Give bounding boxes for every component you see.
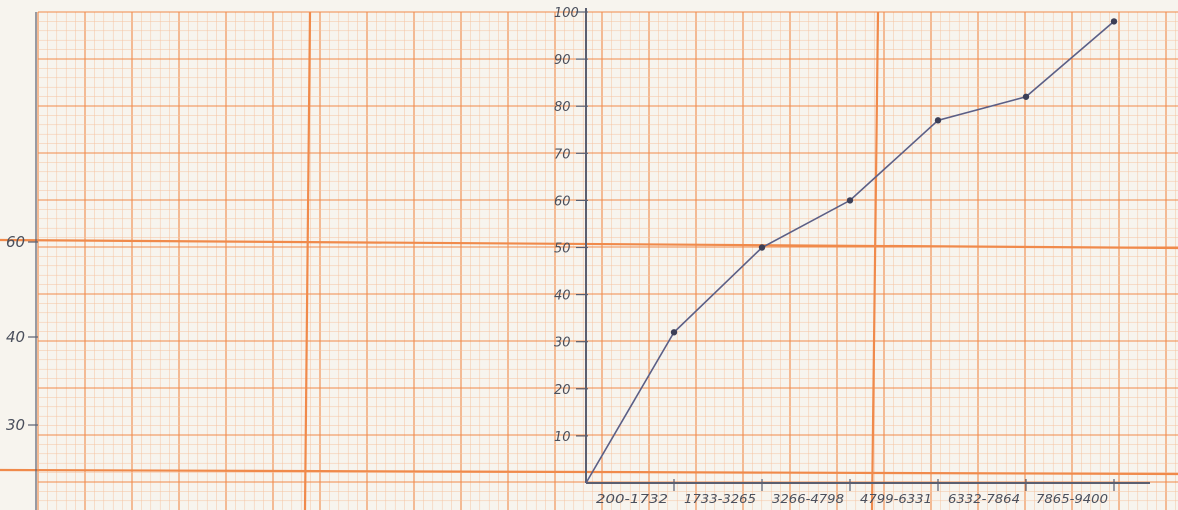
data-point — [1110, 18, 1118, 25]
grid-line-major — [0, 238, 1178, 250]
x-tick-label: 4799-6331 — [860, 492, 932, 506]
data-point — [934, 117, 942, 124]
left-axis-label: 30 — [6, 416, 25, 434]
x-tick-labels: 200-1732 1733-3265 3266-4798 4799-6331 6332-… — [596, 479, 1115, 506]
grid — [0, 11, 1178, 510]
left-axis-label: 60 — [6, 233, 25, 251]
y-tick-label: 20 — [554, 383, 571, 398]
y-tick-label: 10 — [554, 430, 571, 445]
y-tick-label: 40 — [554, 289, 571, 304]
grid-line-major — [0, 468, 1178, 476]
axes — [35, 8, 1150, 510]
grid-line-major — [870, 11, 880, 510]
left-axis-labels: 60 40 30 — [6, 233, 38, 434]
x-tick-label: 7865-9400 — [1036, 492, 1108, 506]
data-point — [846, 197, 854, 204]
left-axis-label: 40 — [6, 328, 25, 346]
grid-line-major — [303, 11, 312, 510]
y-tick-label: 70 — [554, 147, 571, 162]
y-tick-label: 60 — [554, 194, 571, 209]
y-tick-label: 90 — [554, 53, 571, 68]
data-point — [758, 244, 766, 251]
x-tick-label: 3266-4798 — [772, 492, 844, 506]
y-tick-label: 80 — [554, 100, 571, 115]
x-tick-label: 1733-3265 — [684, 492, 756, 506]
y-tick-label: 100 — [554, 6, 579, 21]
data-point — [1022, 93, 1030, 100]
x-tick-label: 200-1732 — [596, 492, 668, 506]
data-point — [670, 329, 678, 336]
y-tick-label: 50 — [554, 242, 571, 257]
y-tick-label: 30 — [554, 336, 571, 351]
x-tick-label: 6332-7864 — [948, 492, 1020, 506]
series — [585, 18, 1118, 484]
y-ticks: 10 20 30 40 50 60 70 80 90 100 — [554, 6, 588, 445]
